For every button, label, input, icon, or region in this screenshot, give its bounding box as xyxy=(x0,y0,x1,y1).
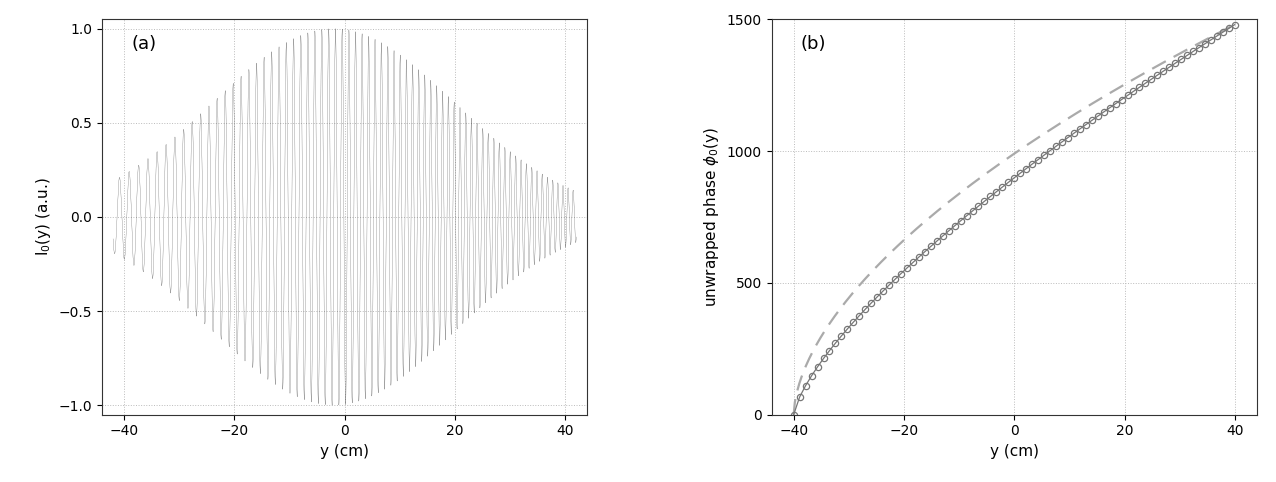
Text: (a): (a) xyxy=(131,35,157,53)
Y-axis label: unwrapped phase $\phi_0$(y): unwrapped phase $\phi_0$(y) xyxy=(702,127,721,307)
X-axis label: y (cm): y (cm) xyxy=(990,444,1039,459)
Text: (b): (b) xyxy=(801,35,827,53)
Y-axis label: I$_0$(y) (a.u.): I$_0$(y) (a.u.) xyxy=(34,177,54,256)
X-axis label: y (cm): y (cm) xyxy=(320,444,369,459)
